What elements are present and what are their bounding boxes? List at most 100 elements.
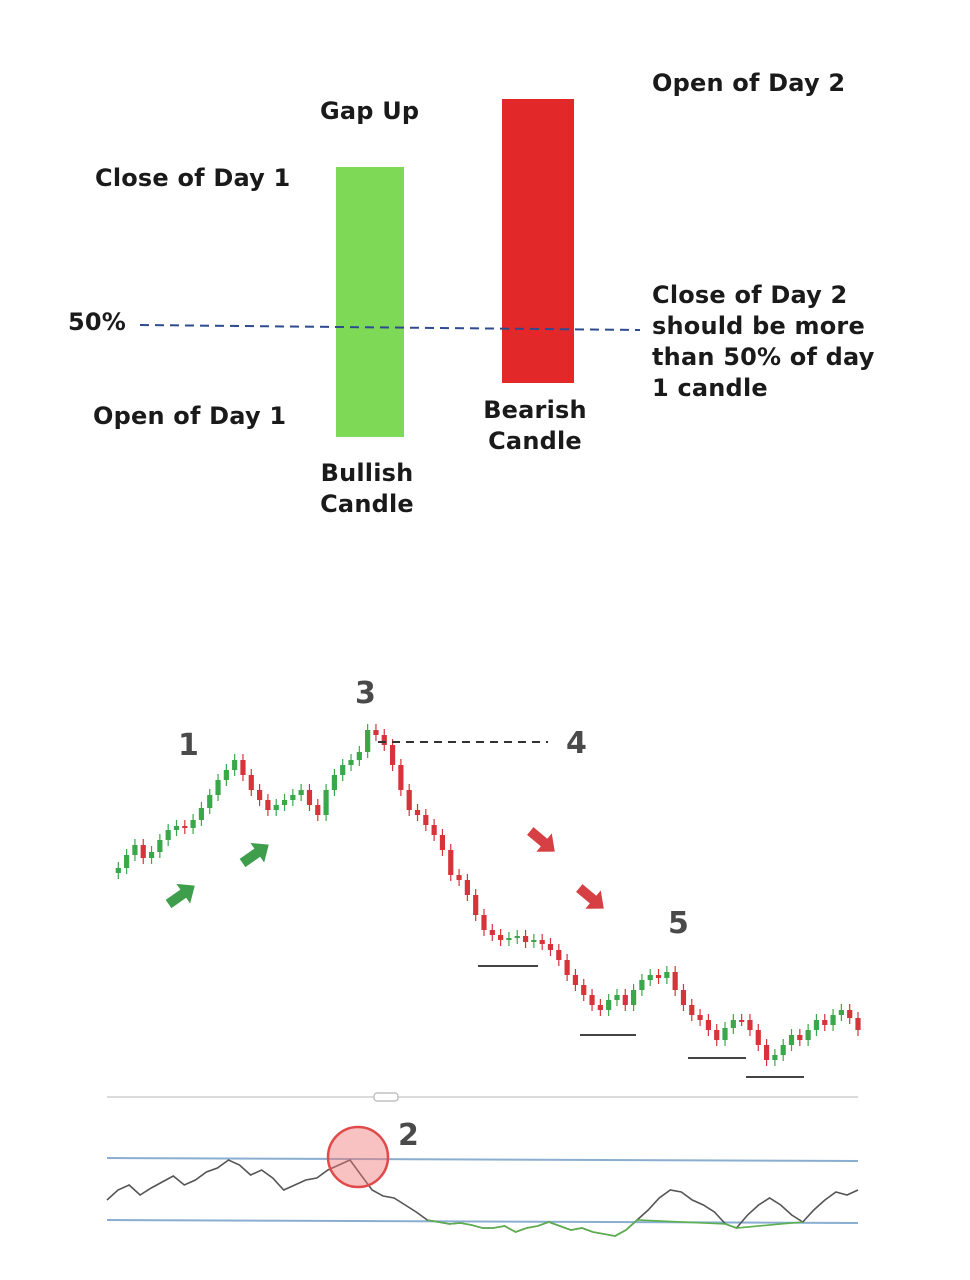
bullish-candle-body (336, 167, 404, 437)
piercing-pattern-diagram (139, 99, 641, 437)
rule-line-1: Close of Day 2 (652, 281, 848, 309)
candle-body (564, 960, 570, 975)
pane-resize-handle[interactable] (373, 1092, 399, 1102)
marker-3: 3 (355, 676, 376, 711)
candle-body (581, 985, 587, 995)
candle-body (298, 790, 304, 795)
candles-group (115, 724, 861, 1066)
candle-body (797, 1035, 803, 1040)
candle-body (506, 938, 512, 940)
candle-body (547, 944, 554, 950)
rsi-overbought-line (106, 1157, 859, 1162)
open-of-day-2-label: Open of Day 2 (652, 69, 846, 97)
open-of-day-1-label: Open of Day 1 (93, 402, 287, 430)
candle-body (248, 775, 254, 790)
candle-body (257, 790, 263, 800)
candle-body (622, 995, 628, 1005)
candle-body (148, 852, 155, 858)
rsi-line (106, 1159, 859, 1237)
marker-4: 4 (566, 726, 587, 761)
down-arrow-icon (527, 827, 555, 852)
candle-body (306, 790, 313, 805)
candle-body (182, 826, 188, 828)
candle-body (373, 730, 379, 735)
candle-body (240, 760, 246, 775)
marker-5: 5 (668, 906, 689, 941)
bullish-candle-label: Bullish Candle (302, 458, 432, 520)
candle-body (680, 990, 687, 1005)
rsi-divergence-highlight (326, 1125, 390, 1189)
candle-body (838, 1010, 844, 1015)
marker-1: 1 (178, 728, 199, 763)
down-arrow-icon (576, 884, 604, 909)
candle-body (572, 975, 579, 985)
candle-body (356, 752, 362, 760)
candle-body (115, 868, 121, 873)
candle-body (830, 1015, 836, 1025)
candle-body (232, 760, 238, 770)
candle-body (739, 1020, 745, 1022)
candle-body (664, 972, 670, 978)
candle-body (788, 1035, 795, 1045)
candle-body (822, 1020, 828, 1025)
candle-body (514, 936, 520, 938)
up-arrow-icon (239, 842, 269, 868)
candle-body (190, 820, 196, 828)
bullish-line-1: Bullish (320, 459, 414, 487)
candle-body (747, 1020, 753, 1030)
bearish-line-2: Candle (488, 427, 582, 455)
candle-body (406, 790, 412, 810)
close-of-day-2-rule: Close of Day 2 should be more than 50% o… (652, 280, 875, 404)
candle-body (805, 1030, 811, 1040)
rule-line-3: than 50% of day (652, 343, 875, 371)
bearish-candle-label: Bearish Candle (470, 395, 600, 457)
candle-body (281, 800, 288, 805)
candle-body (323, 790, 329, 815)
rsi-oversold-line (106, 1219, 859, 1224)
candle-body (489, 930, 495, 935)
candle-body (423, 815, 429, 825)
candle-body (722, 1028, 728, 1040)
candle-body (448, 850, 454, 875)
candle-body (639, 980, 645, 990)
candle-body (265, 800, 271, 810)
candle-body (589, 995, 595, 1005)
candle-body (198, 808, 205, 820)
fifty-percent-line (139, 324, 641, 331)
bearish-candle-body (502, 99, 574, 383)
candle-body (705, 1020, 711, 1030)
candle-body (730, 1020, 736, 1028)
candle-body (365, 730, 371, 752)
close-of-day-1-label: Close of Day 1 (95, 164, 291, 192)
candle-body (597, 1005, 603, 1010)
up-arrow-icon (165, 883, 195, 909)
candle-body (813, 1020, 820, 1030)
candle-body (331, 775, 337, 790)
candle-body (473, 895, 479, 915)
candle-body (389, 745, 396, 765)
candle-body (647, 975, 653, 980)
bearish-line-1: Bearish (483, 396, 587, 424)
rsi-oversold-segment (427, 1219, 803, 1237)
candle-body (763, 1045, 770, 1060)
candle-body (614, 995, 620, 1000)
candle-body (481, 915, 487, 930)
candle-body (556, 950, 562, 960)
candle-body (772, 1055, 778, 1060)
candle-body (381, 735, 387, 745)
candle-body (431, 825, 437, 835)
candle-body (714, 1030, 720, 1040)
candle-body (140, 845, 146, 858)
bullish-line-2: Candle (320, 490, 414, 518)
candle-body (780, 1045, 786, 1055)
candle-body (165, 830, 171, 840)
candle-body (273, 805, 279, 810)
candle-body (655, 975, 662, 978)
candle-body (157, 840, 163, 852)
candle-body (290, 795, 296, 800)
candle-body (223, 770, 229, 780)
candle-body (207, 795, 213, 808)
marker-2: 2 (398, 1118, 419, 1153)
candle-body (439, 835, 446, 850)
